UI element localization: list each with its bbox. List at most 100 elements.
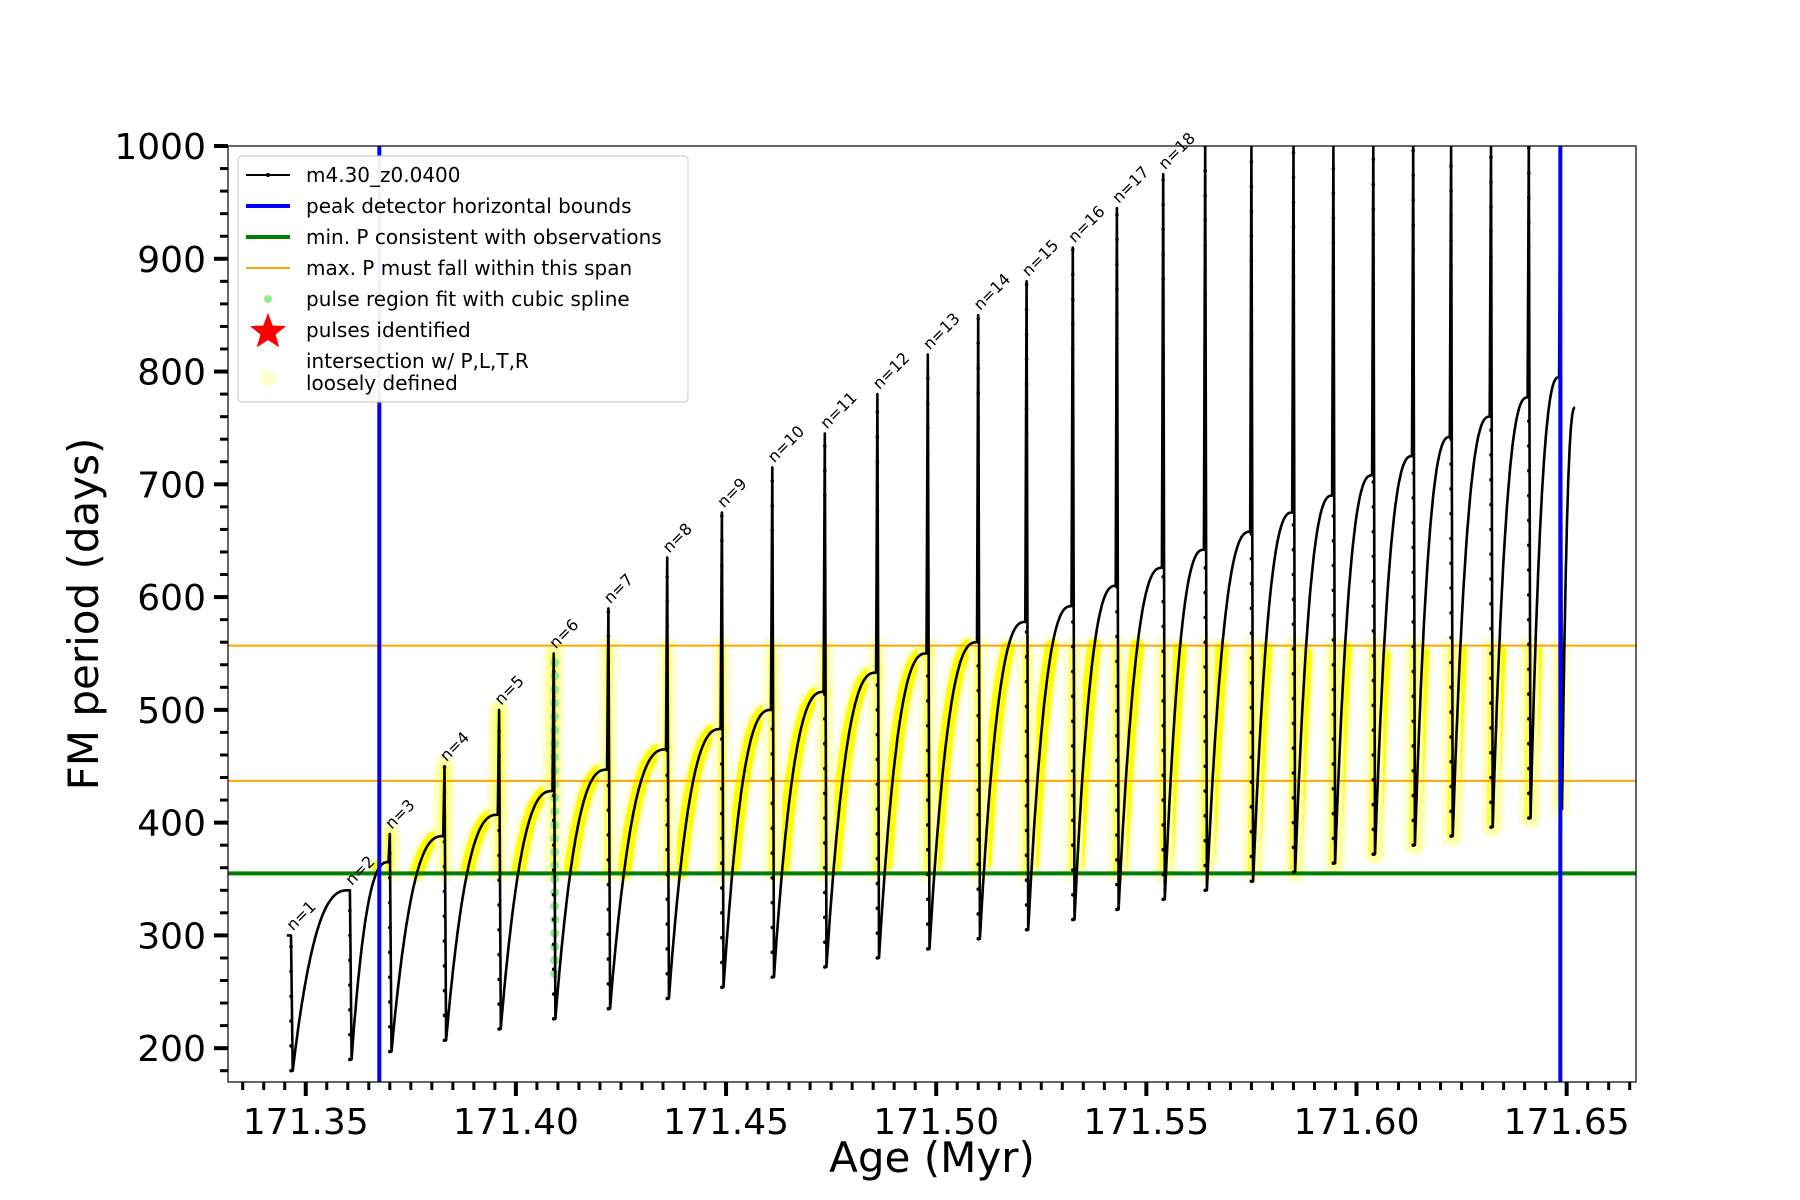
model-point	[1115, 609, 1119, 614]
model-point	[976, 788, 981, 792]
model-point	[1331, 811, 1336, 816]
model-point	[925, 847, 930, 852]
model-point	[1527, 741, 1531, 746]
model-point	[1449, 313, 1453, 317]
legend-label: min. P consistent with observations	[306, 225, 662, 249]
model-point	[1291, 324, 1296, 329]
model-point	[1249, 333, 1254, 338]
model-point	[442, 914, 447, 919]
model-point	[388, 1024, 392, 1029]
model-point	[1527, 171, 1531, 175]
model-point	[823, 816, 827, 820]
model-point	[1249, 805, 1254, 809]
model-point	[1527, 568, 1531, 572]
model-point	[1489, 552, 1493, 557]
model-point	[1489, 329, 1493, 333]
y-tick-label: 800	[137, 353, 206, 394]
model-point	[1024, 431, 1029, 436]
model-point	[1115, 337, 1119, 341]
model-point	[1161, 376, 1165, 381]
model-point	[1449, 586, 1453, 590]
model-point	[1024, 382, 1029, 386]
model-point	[1249, 234, 1254, 239]
model-point	[1291, 250, 1296, 254]
model-point	[1115, 212, 1119, 217]
model-point	[1291, 622, 1296, 626]
model-point	[1024, 630, 1029, 634]
model-point	[1203, 342, 1207, 347]
model-point	[1071, 669, 1075, 674]
model-point	[1331, 390, 1336, 394]
model-point	[1203, 491, 1207, 496]
y-tick-label: 900	[137, 240, 206, 281]
model-point	[1249, 482, 1254, 487]
model-point	[1527, 394, 1531, 399]
model-point	[1203, 838, 1207, 843]
model-point	[1489, 180, 1493, 184]
legend-label: pulse region fit with cubic spline	[306, 287, 630, 311]
model-point	[1291, 275, 1296, 279]
model-point	[1024, 779, 1029, 783]
model-point	[665, 574, 670, 579]
model-point	[925, 723, 930, 728]
model-point	[1489, 279, 1493, 284]
model-point	[823, 493, 827, 498]
model-point	[289, 1068, 293, 1073]
y-tick-label: 500	[137, 691, 206, 732]
model-point	[665, 599, 670, 604]
model-point	[1249, 259, 1254, 263]
model-point	[1489, 378, 1493, 383]
model-point	[1291, 746, 1296, 750]
model-point	[1489, 825, 1493, 829]
model-point	[1203, 764, 1207, 769]
model-point	[1291, 200, 1296, 205]
model-point	[1371, 306, 1376, 311]
model-point	[720, 911, 724, 915]
model-point	[1449, 735, 1453, 739]
model-point	[1489, 155, 1493, 160]
model-point	[1071, 371, 1075, 376]
model-point	[1161, 723, 1165, 728]
model-point	[1411, 818, 1416, 823]
model-point	[1411, 297, 1416, 302]
model-point	[1411, 694, 1416, 699]
model-point	[1449, 412, 1453, 417]
model-point	[1291, 175, 1296, 180]
model-point	[925, 773, 930, 778]
model-point	[1115, 684, 1119, 688]
model-point	[1024, 828, 1029, 833]
model-point	[1203, 714, 1207, 719]
model-point	[1291, 820, 1296, 825]
model-point	[1024, 927, 1029, 932]
model-point	[1071, 620, 1075, 624]
model-point	[497, 952, 501, 957]
model-point	[770, 776, 775, 781]
model-point	[770, 553, 775, 558]
model-point	[770, 627, 775, 632]
model-point	[1291, 150, 1296, 155]
model-point	[1411, 595, 1416, 599]
model-point	[925, 574, 930, 579]
model-point	[348, 1057, 352, 1062]
model-point	[1071, 421, 1075, 426]
model-point	[388, 900, 392, 905]
model-point	[1371, 604, 1376, 608]
model-point	[1489, 676, 1493, 681]
model-point	[1449, 635, 1453, 640]
model-point	[720, 861, 724, 866]
model-point	[1371, 505, 1376, 509]
model-point	[1449, 536, 1453, 541]
model-point	[875, 906, 880, 911]
model-point	[1291, 696, 1296, 701]
y-axis-label: FM period (days)	[59, 438, 108, 791]
legend-label: max. P must fall within this span	[306, 256, 632, 280]
model-point	[1071, 644, 1075, 649]
model-point	[925, 823, 930, 827]
model-point	[1291, 498, 1296, 502]
model-point	[1161, 798, 1165, 802]
model-point	[1411, 471, 1416, 475]
model-point	[1291, 845, 1296, 850]
model-point	[1411, 272, 1416, 277]
model-point	[976, 341, 981, 346]
